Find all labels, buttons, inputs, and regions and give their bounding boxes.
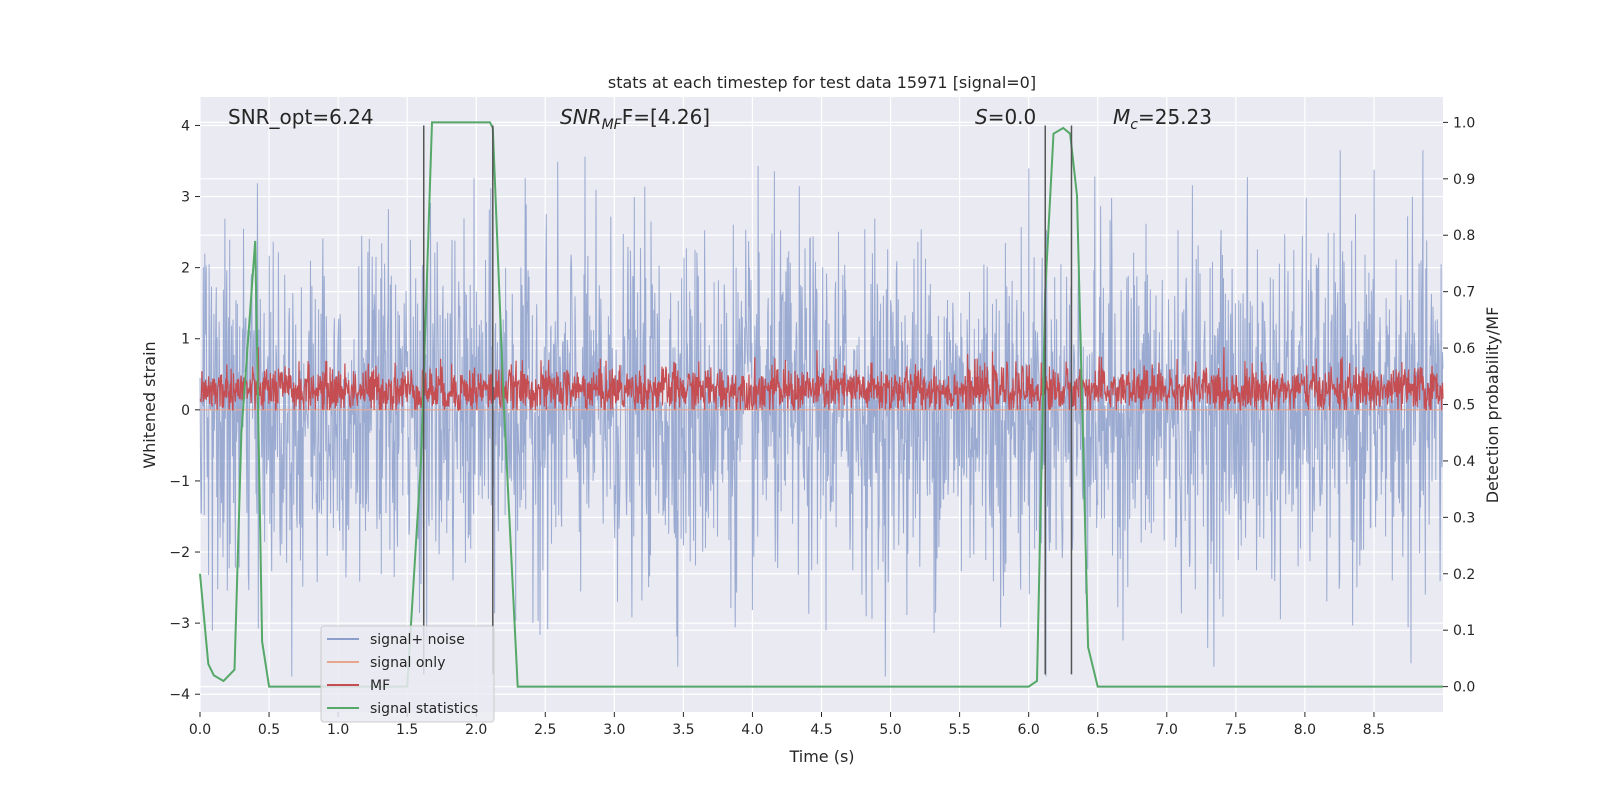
y-tick-label: 1 <box>181 332 190 348</box>
mc-main: M <box>1113 105 1130 129</box>
series-mf <box>199 347 1444 412</box>
x-tick-label: 2.0 <box>465 722 487 738</box>
x-tick-label: 5.0 <box>879 722 901 738</box>
y-tick-label: 3 <box>181 190 190 206</box>
x-tick-label: 4.5 <box>810 722 832 738</box>
legend-label-mf: MF <box>370 678 390 694</box>
y-tick-label: 2 <box>181 261 190 277</box>
right-y-axis-label: Detection probability/MF <box>1483 307 1502 504</box>
s-rest: =0.0 <box>988 105 1037 129</box>
x-tick-label: 3.5 <box>672 722 694 738</box>
x-tick-label: 4.0 <box>741 722 763 738</box>
y-axis-ticks: 4 3 2 1 0 −1 −2 −3 −4 <box>169 118 200 703</box>
x-tick-label: 1.0 <box>327 722 349 738</box>
x-tick-label: 2.5 <box>534 722 556 738</box>
y-tick-label: 0 <box>181 403 190 419</box>
vertical-markers <box>422 125 1073 675</box>
x-tick-label: 7.0 <box>1156 722 1178 738</box>
s-main: S <box>975 105 988 129</box>
right-y-tick-label: 0.5 <box>1453 398 1475 414</box>
x-tick-label: 8.5 <box>1363 722 1385 738</box>
right-y-tick-label: 0.4 <box>1453 454 1475 470</box>
mc-rest: =25.23 <box>1138 105 1212 129</box>
snr-mf-main: SNR <box>560 105 602 129</box>
chart-title: stats at each timestep for test data 159… <box>608 73 1036 92</box>
mc-annotation: Mc=25.23 <box>1113 105 1212 133</box>
x-tick-label: 6.0 <box>1018 722 1040 738</box>
snr-mf-sub: MF <box>602 117 623 133</box>
x-axis-ticks: 0.0 0.5 1.0 1.5 2.0 2.5 3.0 3.5 4.0 4.5 5.0 5.5 6.0 6… <box>189 712 1385 738</box>
series-signal-statistics <box>199 121 1443 688</box>
right-y-tick-label: 1.0 <box>1453 115 1475 131</box>
right-y-tick-label: 0.3 <box>1453 510 1475 526</box>
snr-mf-annotation: SNRMFF=[4.26] <box>560 105 710 133</box>
x-tick-label: 3.0 <box>603 722 625 738</box>
legend: signal+ noise signal only MF signal stat… <box>320 625 495 723</box>
snr-mf-rest: F=[4.26] <box>622 105 710 129</box>
x-tick-label: 0.0 <box>189 722 211 738</box>
right-y-tick-label: 0.9 <box>1453 172 1475 188</box>
legend-label-signal-noise: signal+ noise <box>370 632 465 648</box>
x-tick-label: 6.5 <box>1087 722 1109 738</box>
right-y-tick-label: 0.7 <box>1453 285 1475 301</box>
legend-box <box>320 625 495 723</box>
x-tick-label: 1.5 <box>396 722 418 738</box>
x-tick-label: 0.5 <box>258 722 280 738</box>
x-tick-label: 7.5 <box>1225 722 1247 738</box>
x-tick-label: 5.5 <box>948 722 970 738</box>
x-axis-label: Time (s) <box>788 747 854 766</box>
right-y-tick-label: 0.0 <box>1453 680 1475 696</box>
y-tick-label: −1 <box>169 474 190 490</box>
mc-sub: c <box>1130 117 1138 133</box>
right-y-tick-label: 0.6 <box>1453 341 1475 357</box>
s-annotation: S=0.0 <box>975 105 1036 129</box>
y-axis-label: Whitened strain <box>140 341 159 468</box>
series-layer <box>199 121 1444 688</box>
y-tick-label: −2 <box>169 545 190 561</box>
right-y-tick-label: 0.2 <box>1453 567 1475 583</box>
y-tick-label: −4 <box>169 687 190 703</box>
series-signal-noise <box>199 150 1444 677</box>
x-tick-label: 8.0 <box>1294 722 1316 738</box>
right-y-tick-label: 0.1 <box>1453 623 1475 639</box>
right-y-tick-label: 0.8 <box>1453 228 1475 244</box>
legend-label-signal-only: signal only <box>370 655 445 671</box>
right-y-axis-ticks: 1.0 0.9 0.8 0.7 0.6 0.5 0.4 0.3 0.2 0.1 0.0 <box>1443 115 1475 696</box>
y-tick-label: 4 <box>181 118 190 134</box>
y-tick-label: −3 <box>169 616 190 632</box>
snr-opt-annotation: SNR_opt=6.24 <box>228 105 374 129</box>
legend-label-signal-statistics: signal statistics <box>370 701 478 717</box>
